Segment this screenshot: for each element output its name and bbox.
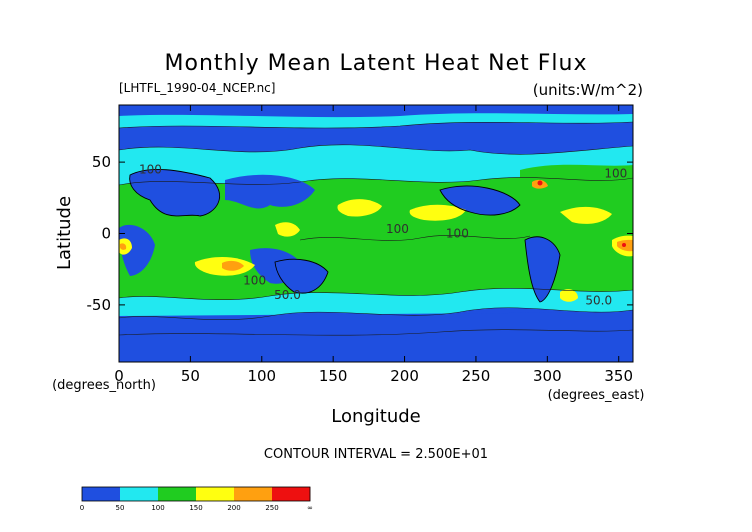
contour-label: 100 [243,274,266,288]
x-tick-label: 50 [181,367,200,385]
file-label: [LHTFL_1990-04_NCEP.nc] [119,81,275,95]
y-tick-label: 50 [92,153,111,171]
colorbar-label: 0 [80,504,84,512]
colorbar-label: 50 [116,504,125,512]
x-tick-label: 300 [533,367,562,385]
contour-label: 100 [386,222,409,236]
contour-lines [119,121,633,336]
contour-label: 50.0 [274,288,301,302]
x-axis: 0 50 100 150 200 250 300 350 [114,105,633,385]
colorbar-label: ∞ [307,504,313,512]
colorbar-swatch [82,487,102,501]
x-tick-label: 350 [604,367,633,385]
coastlines [129,168,561,303]
y-tick-label: 0 [101,225,111,243]
contour-label: 100 [139,162,162,176]
colorbar-label: 250 [265,504,278,512]
colorbar-label: 150 [189,504,202,512]
y-axis: 50 0 -50 [87,153,633,314]
y-unit-label: (degrees_north) [52,378,156,393]
units-label: (units:W/m^2) [533,81,643,99]
colorbar-swatch [120,487,140,501]
contour-interval-text: CONTOUR INTERVAL = 2.500E+01 [264,447,488,462]
contour-label: 50.0 [585,294,612,308]
colorbar-swatch [139,487,159,501]
colorbar-label: 200 [227,504,240,512]
x-unit-label: (degrees_east) [548,388,645,403]
x-axis-label: Longitude [331,406,421,427]
colorbar-swatch [253,487,273,501]
colorbar-label: 100 [151,504,164,512]
colorbar-swatch [158,487,178,501]
contour-label: 100 [446,227,469,241]
y-axis-label: Latitude [54,196,75,270]
colorbar-swatch [272,487,292,501]
chart-title: Monthly Mean Latent Heat Net Flux [165,51,588,76]
x-tick-label: 250 [462,367,491,385]
x-tick-label: 150 [319,367,348,385]
x-tick-label: 0 [114,367,124,385]
plot-area: 100 100 100 50.0 50.0 100 100 [119,105,633,362]
x-tick-label: 100 [247,367,276,385]
field-band-over-250 [537,180,626,247]
contour-labels: 100 100 100 50.0 50.0 100 100 [139,162,627,307]
field-land-low-flux [119,105,633,362]
colorbar-swatch [215,487,235,501]
colorbar-frame [81,486,311,502]
colorbar: 0 50 100 150 200 250 ∞ [80,486,313,512]
colorbar-swatch [291,487,311,501]
colorbar-swatch [177,487,197,501]
colorbar-swatch [234,487,254,501]
contour-label: 100 [604,167,627,181]
y-tick-label: -50 [87,296,112,314]
colorbar-swatch [101,487,121,501]
x-tick-label: 200 [390,367,419,385]
colorbar-swatch [196,487,216,501]
